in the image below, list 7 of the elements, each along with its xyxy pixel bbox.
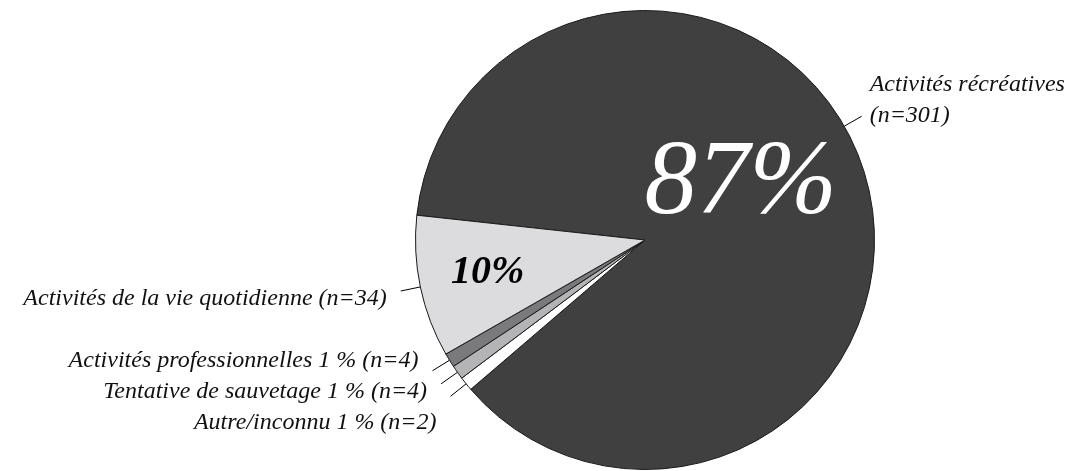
- slice-label: Activités récréatives (n=301): [867, 70, 1065, 128]
- data-label: 10%: [451, 247, 525, 293]
- slice-label: Tentative de sauvetage 1 % (n=4): [103, 376, 428, 403]
- slice-label: Activités de la vie quotidienne (n=34): [21, 284, 387, 311]
- slice-label: Autre/inconnu 1 % (n=2): [191, 407, 437, 434]
- data-label: 87%: [644, 118, 837, 236]
- slice-label: Activités professionnelles 1 % (n=4): [66, 345, 419, 372]
